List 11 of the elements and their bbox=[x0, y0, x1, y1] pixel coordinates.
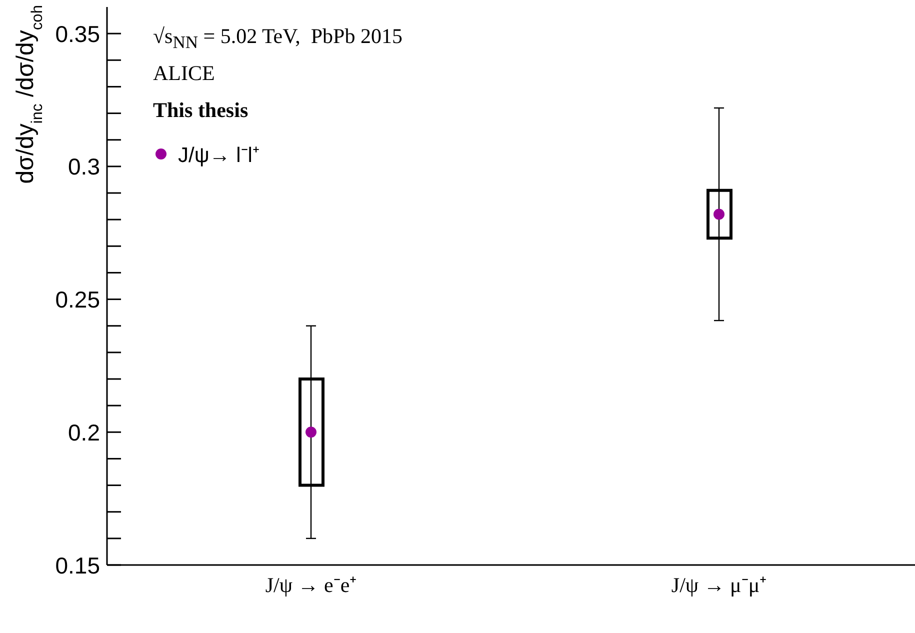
y-tick-label: 0.15 bbox=[55, 552, 100, 578]
annotation: √s$_{NN}$ = 5.02 TeV, PbPb 2015 bbox=[153, 23, 402, 54]
y-tick-label: 0.25 bbox=[55, 286, 100, 313]
x-tick-label: J/ψ → μ⁻μ⁺ bbox=[671, 573, 767, 597]
legend-label: J/ψ→ l⁻l⁺ bbox=[178, 143, 260, 168]
y-tick-label: 0.3 bbox=[68, 154, 100, 180]
x-tick-label: J/ψ → e⁻e⁺ bbox=[265, 573, 357, 597]
annotation: ALICE bbox=[153, 60, 216, 87]
y-tick-label: 0.35 bbox=[55, 20, 100, 47]
y-tick-label: 0.2 bbox=[68, 419, 100, 446]
annotation: This thesis bbox=[153, 97, 250, 124]
